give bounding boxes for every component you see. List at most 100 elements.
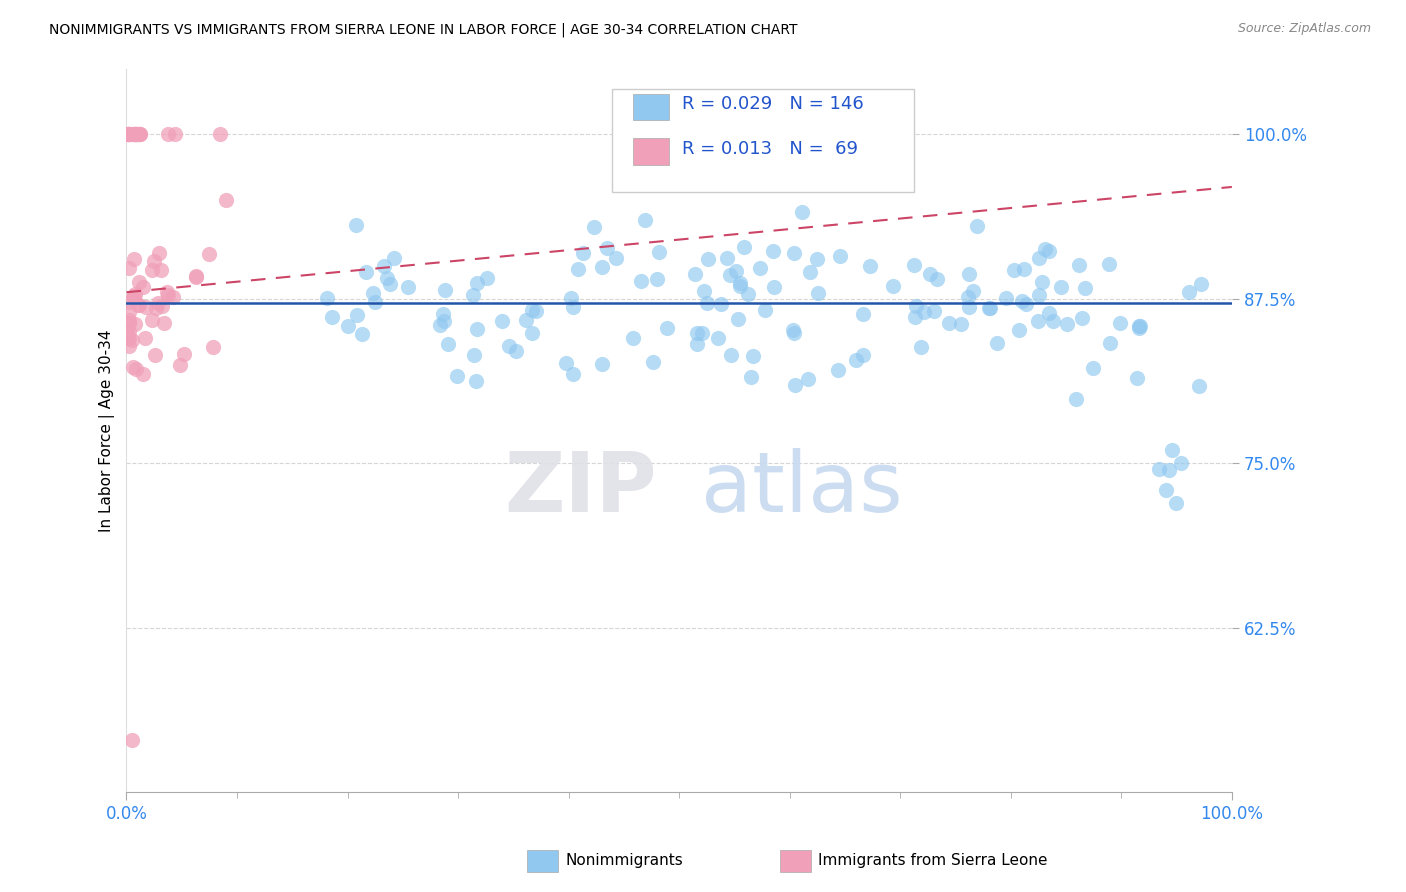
Point — [904, 299, 927, 313]
Point — [465, 322, 488, 336]
Point — [918, 267, 941, 281]
Point — [1160, 443, 1182, 458]
Point — [560, 291, 582, 305]
Point — [117, 128, 139, 142]
Point — [201, 340, 224, 354]
Point — [910, 340, 932, 354]
Point — [382, 251, 405, 265]
Point — [432, 307, 454, 321]
Point — [135, 300, 157, 314]
Point — [429, 318, 451, 332]
Point — [630, 275, 652, 289]
Point — [127, 298, 149, 312]
Point — [966, 219, 988, 233]
Point — [150, 299, 173, 313]
Point — [475, 271, 498, 285]
Point — [184, 269, 207, 284]
Point — [118, 339, 141, 353]
Point — [378, 277, 401, 291]
Point — [121, 732, 143, 747]
Point — [132, 367, 155, 381]
Point — [124, 318, 146, 332]
Point — [350, 327, 373, 342]
Point — [520, 303, 543, 318]
Point — [124, 128, 146, 142]
Point — [827, 362, 849, 376]
Point — [554, 357, 576, 371]
Point — [315, 291, 337, 305]
Text: NONIMMIGRANTS VS IMMIGRANTS FROM SIERRA LEONE IN LABOR FORCE | AGE 30-34 CORRELA: NONIMMIGRANTS VS IMMIGRANTS FROM SIERRA … — [49, 22, 797, 37]
Text: ZIP: ZIP — [505, 448, 657, 529]
Point — [122, 290, 145, 304]
Point — [128, 128, 150, 142]
Point — [959, 267, 981, 281]
Point — [648, 244, 671, 259]
Point — [1166, 496, 1188, 510]
Point — [1128, 321, 1150, 335]
Point — [783, 378, 806, 392]
Point — [686, 337, 709, 351]
Point — [1031, 275, 1053, 289]
Point — [1008, 323, 1031, 337]
Point — [956, 290, 979, 304]
Point — [1015, 297, 1038, 311]
Point — [1064, 392, 1087, 406]
Point — [128, 128, 150, 142]
Point — [561, 368, 583, 382]
Point — [806, 252, 828, 267]
Point — [782, 323, 804, 337]
Point — [728, 279, 751, 293]
Point — [1012, 261, 1035, 276]
Text: Nonimmigrants: Nonimmigrants — [565, 854, 683, 868]
Point — [725, 264, 748, 278]
Point — [118, 330, 141, 344]
Point — [437, 337, 460, 351]
Point — [124, 128, 146, 142]
Point — [1028, 251, 1050, 265]
Point — [1067, 258, 1090, 272]
Point — [763, 280, 786, 294]
Point — [433, 314, 456, 328]
Point — [1074, 280, 1097, 294]
Point — [692, 284, 714, 298]
Point — [118, 324, 141, 338]
Point — [720, 348, 742, 362]
Point — [163, 128, 186, 142]
Point — [491, 314, 513, 328]
Point — [690, 326, 713, 341]
Point — [465, 374, 488, 388]
Point — [118, 312, 141, 326]
Point — [962, 285, 984, 299]
Point — [740, 370, 762, 384]
Point — [125, 128, 148, 142]
Point — [162, 290, 184, 304]
Point — [1081, 360, 1104, 375]
Point — [118, 128, 141, 142]
Point — [122, 288, 145, 302]
Point — [1126, 370, 1149, 384]
Point — [979, 301, 1001, 316]
Point — [122, 128, 145, 142]
Point — [1038, 306, 1060, 320]
Text: atlas: atlas — [702, 448, 903, 529]
Point — [707, 331, 730, 345]
Point — [122, 128, 145, 142]
Point — [134, 331, 156, 345]
Point — [858, 259, 880, 273]
Point — [125, 362, 148, 376]
Point — [1098, 257, 1121, 271]
Point — [118, 128, 141, 142]
Point — [127, 128, 149, 142]
Point — [465, 276, 488, 290]
Point — [396, 280, 419, 294]
Point — [142, 254, 165, 268]
Point — [1038, 244, 1060, 258]
Point — [124, 128, 146, 142]
Point — [782, 246, 804, 260]
Point — [1049, 280, 1071, 294]
Text: Immigrants from Sierra Leone: Immigrants from Sierra Leone — [818, 854, 1047, 868]
Point — [118, 304, 141, 318]
Point — [354, 265, 377, 279]
Point — [716, 252, 738, 266]
Point — [645, 272, 668, 286]
